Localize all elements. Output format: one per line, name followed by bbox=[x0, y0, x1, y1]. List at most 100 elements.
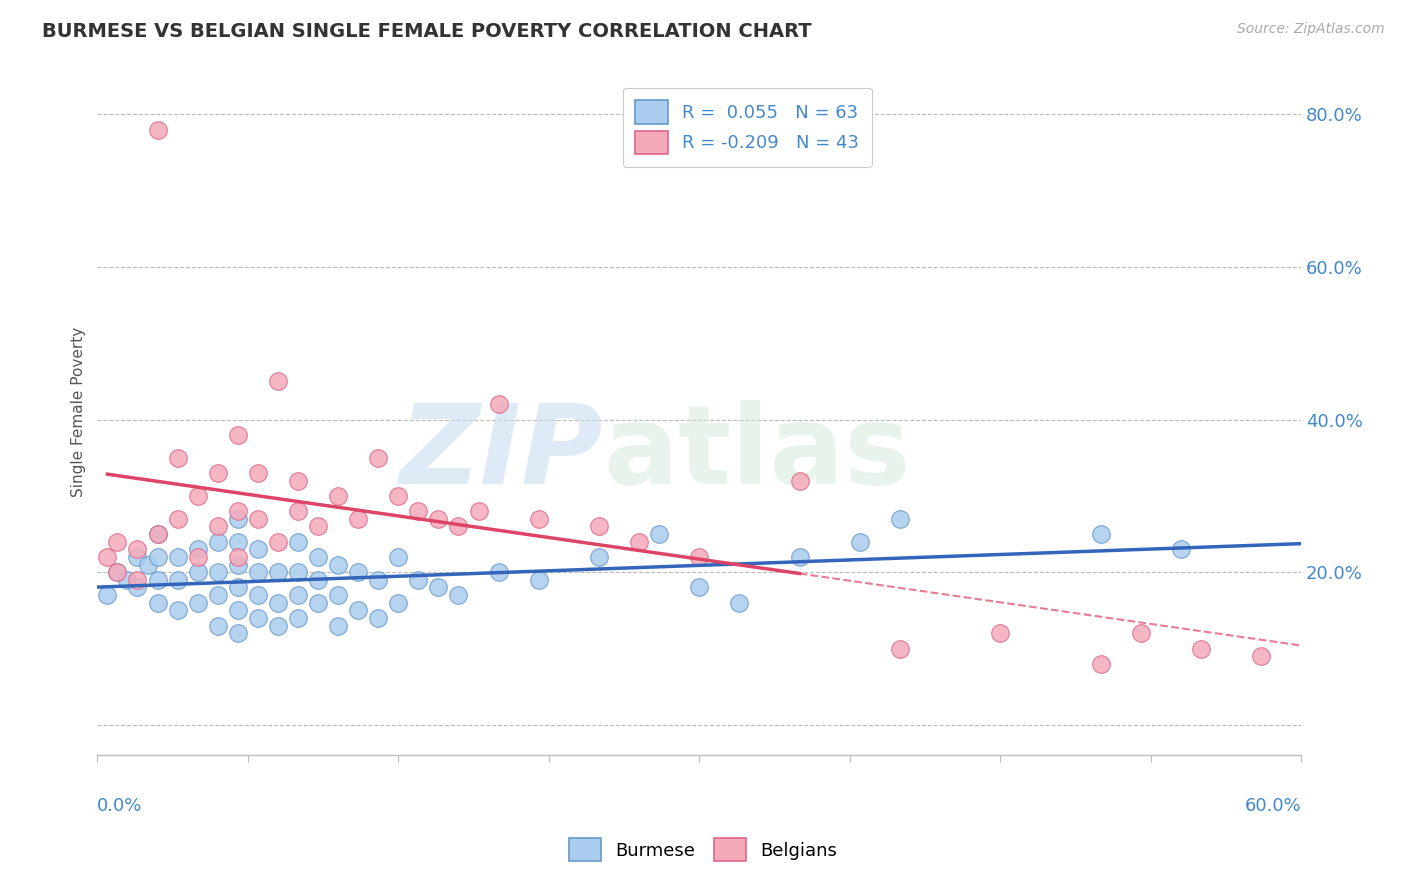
Point bbox=[408, 573, 430, 587]
Point bbox=[226, 427, 249, 442]
Point bbox=[187, 489, 209, 503]
Point bbox=[387, 489, 409, 503]
Point bbox=[447, 519, 470, 533]
Legend: R =  0.055   N = 63, R = -0.209   N = 43: R = 0.055 N = 63, R = -0.209 N = 43 bbox=[623, 87, 872, 167]
Point bbox=[166, 573, 188, 587]
Point bbox=[326, 618, 349, 632]
Point bbox=[207, 466, 229, 480]
Point bbox=[226, 626, 249, 640]
Point bbox=[136, 558, 159, 572]
Point bbox=[488, 565, 510, 579]
Text: ZIP: ZIP bbox=[399, 400, 603, 507]
Point bbox=[387, 596, 409, 610]
Point bbox=[728, 596, 751, 610]
Point bbox=[287, 611, 309, 625]
Point bbox=[96, 588, 118, 602]
Point bbox=[226, 558, 249, 572]
Point bbox=[848, 534, 870, 549]
Point bbox=[688, 581, 710, 595]
Point bbox=[326, 588, 349, 602]
Point bbox=[96, 549, 118, 564]
Point bbox=[287, 534, 309, 549]
Point bbox=[889, 512, 911, 526]
Point bbox=[226, 549, 249, 564]
Point bbox=[246, 512, 269, 526]
Point bbox=[287, 504, 309, 518]
Point bbox=[1129, 626, 1152, 640]
Text: atlas: atlas bbox=[603, 400, 910, 507]
Text: 0.0%: 0.0% bbox=[97, 797, 143, 814]
Point bbox=[166, 512, 188, 526]
Point bbox=[207, 565, 229, 579]
Text: 60.0%: 60.0% bbox=[1244, 797, 1301, 814]
Point bbox=[127, 542, 149, 557]
Point bbox=[387, 549, 409, 564]
Point bbox=[367, 611, 389, 625]
Point bbox=[1090, 527, 1112, 541]
Point bbox=[127, 573, 149, 587]
Point bbox=[789, 549, 811, 564]
Point bbox=[447, 588, 470, 602]
Point bbox=[267, 596, 290, 610]
Point bbox=[146, 573, 169, 587]
Text: BURMESE VS BELGIAN SINGLE FEMALE POVERTY CORRELATION CHART: BURMESE VS BELGIAN SINGLE FEMALE POVERTY… bbox=[42, 22, 811, 41]
Point bbox=[688, 549, 710, 564]
Point bbox=[307, 549, 329, 564]
Point bbox=[326, 558, 349, 572]
Point bbox=[127, 581, 149, 595]
Point bbox=[187, 542, 209, 557]
Point bbox=[347, 565, 370, 579]
Point bbox=[588, 549, 610, 564]
Point bbox=[226, 603, 249, 617]
Point bbox=[267, 534, 290, 549]
Point bbox=[187, 565, 209, 579]
Point bbox=[287, 588, 309, 602]
Point bbox=[117, 573, 139, 587]
Point bbox=[146, 527, 169, 541]
Point bbox=[1170, 542, 1192, 557]
Point bbox=[207, 519, 229, 533]
Point bbox=[1090, 657, 1112, 671]
Point bbox=[226, 534, 249, 549]
Point bbox=[527, 512, 550, 526]
Legend: Burmese, Belgians: Burmese, Belgians bbox=[555, 826, 851, 874]
Point bbox=[408, 504, 430, 518]
Point bbox=[146, 596, 169, 610]
Point bbox=[146, 527, 169, 541]
Point bbox=[467, 504, 489, 518]
Point bbox=[427, 512, 450, 526]
Point bbox=[107, 565, 129, 579]
Point bbox=[367, 573, 389, 587]
Point bbox=[166, 603, 188, 617]
Point bbox=[889, 641, 911, 656]
Point bbox=[1189, 641, 1212, 656]
Point bbox=[307, 519, 329, 533]
Point bbox=[246, 611, 269, 625]
Point bbox=[166, 450, 188, 465]
Point bbox=[267, 565, 290, 579]
Point bbox=[628, 534, 651, 549]
Point bbox=[246, 565, 269, 579]
Point bbox=[107, 565, 129, 579]
Point bbox=[347, 603, 370, 617]
Point bbox=[287, 474, 309, 488]
Point bbox=[246, 542, 269, 557]
Point bbox=[226, 581, 249, 595]
Point bbox=[789, 474, 811, 488]
Point bbox=[207, 534, 229, 549]
Y-axis label: Single Female Poverty: Single Female Poverty bbox=[72, 326, 86, 497]
Point bbox=[648, 527, 671, 541]
Point bbox=[326, 489, 349, 503]
Point bbox=[527, 573, 550, 587]
Point bbox=[146, 122, 169, 136]
Point bbox=[347, 512, 370, 526]
Point bbox=[226, 504, 249, 518]
Point bbox=[307, 573, 329, 587]
Point bbox=[246, 466, 269, 480]
Point bbox=[226, 512, 249, 526]
Point bbox=[246, 588, 269, 602]
Point bbox=[146, 549, 169, 564]
Point bbox=[427, 581, 450, 595]
Point bbox=[287, 565, 309, 579]
Point bbox=[107, 534, 129, 549]
